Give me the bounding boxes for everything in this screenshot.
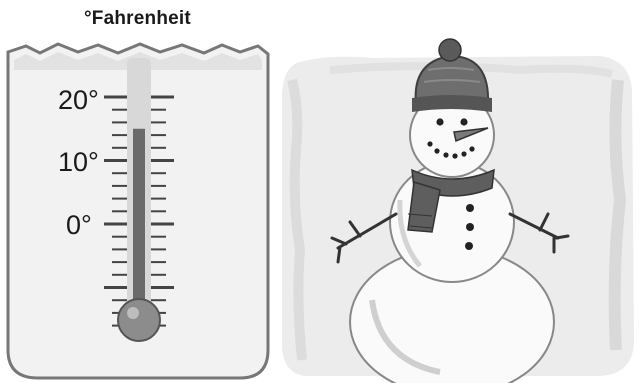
- thermometer-bulb: [117, 298, 161, 342]
- hat-icon: [412, 38, 492, 112]
- scale-label-10: 10°: [58, 147, 99, 177]
- mercury-column: [133, 128, 145, 320]
- thermometer: 20° 10° 0°: [6, 42, 270, 380]
- stick-arms: [330, 212, 570, 264]
- scale-label-0: 0°: [66, 210, 92, 240]
- carrot-nose-icon: [453, 127, 489, 143]
- unit-title: °Fahrenheit: [84, 8, 191, 29]
- snowman-picture: [282, 38, 634, 383]
- thermometer-ticks: [104, 95, 174, 327]
- scarf-icon: [407, 168, 495, 233]
- scale-label-20: 20°: [58, 85, 99, 115]
